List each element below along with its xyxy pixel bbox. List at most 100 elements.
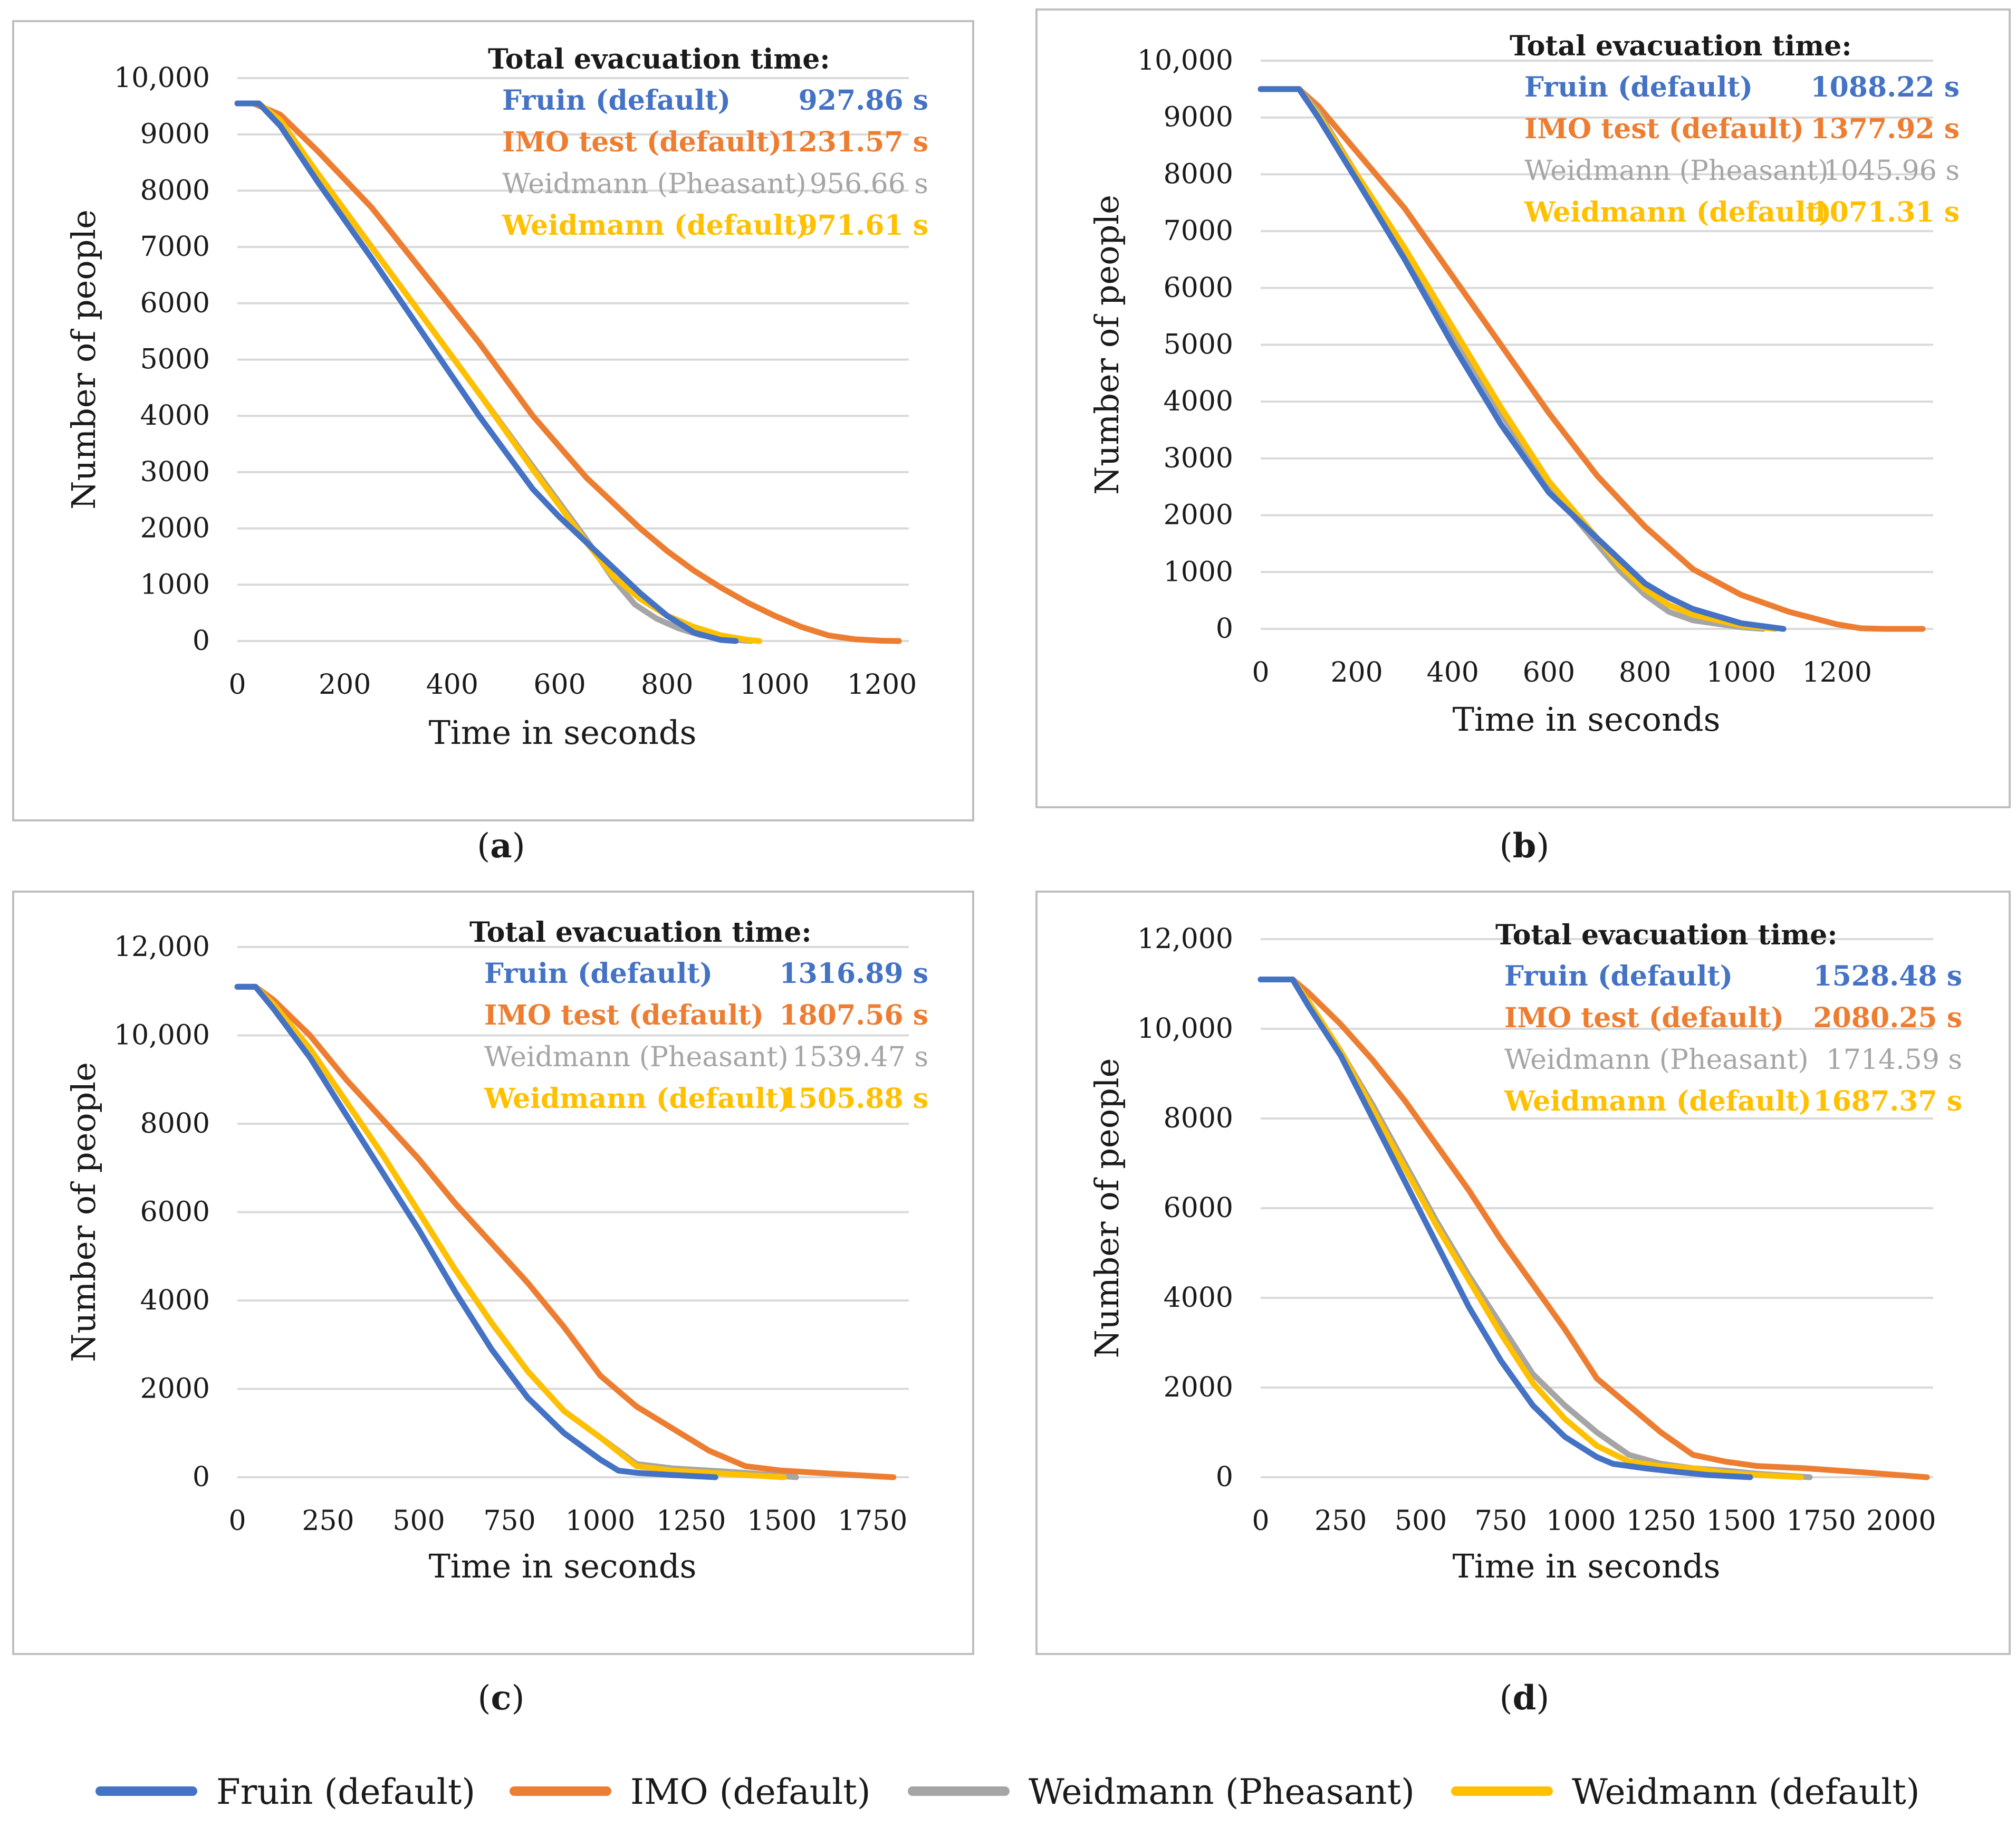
legend-label: IMO (default) <box>630 1772 870 1812</box>
annotation-value: 1045.96 s <box>1823 155 1960 187</box>
x-tick-label: 400 <box>1427 657 1479 689</box>
annotation-value: 1231.57 s <box>779 126 928 158</box>
series-line-imo-default <box>1257 977 1930 1480</box>
annotation-value: 971.61 s <box>799 209 928 242</box>
annotation-value: 1088.22 s <box>1810 71 1960 103</box>
y-tick-label: 3000 <box>1164 443 1233 474</box>
annotation-value: 1714.59 s <box>1826 1044 1962 1076</box>
annotation-value: 927.86 s <box>799 84 928 117</box>
y-tick-label: 0 <box>193 1461 210 1493</box>
y-axis-title: Number of people <box>64 1062 103 1362</box>
annotation-label: Weidmann (Pheasant) <box>502 168 807 200</box>
annotation-value: 956.66 s <box>810 168 928 200</box>
x-axis-title: Time in seconds <box>429 1547 697 1585</box>
annotation-value: 1807.56 s <box>779 999 928 1031</box>
x-tick-label: 200 <box>319 669 371 701</box>
x-tick-label: 250 <box>302 1505 354 1537</box>
x-tick-label: 250 <box>1314 1505 1367 1537</box>
y-tick-label: 2000 <box>1164 500 1233 531</box>
series-line-imo-default <box>234 100 902 644</box>
y-tick-label: 3000 <box>140 456 210 488</box>
y-axis-title: Number of people <box>1088 195 1126 495</box>
series-line-fruin-default <box>1257 86 1787 632</box>
x-tick-label: 500 <box>1395 1505 1447 1537</box>
y-tick-label: 6000 <box>1164 272 1233 304</box>
series-line-fruin-default <box>234 100 739 644</box>
series-line-fruin-default <box>234 983 718 1480</box>
legend-label: Weidmann (Pheasant) <box>1029 1772 1415 1812</box>
x-tick-label: 1250 <box>656 1505 726 1537</box>
y-axis-title: Number of people <box>1088 1058 1126 1359</box>
panel-caption: (d) <box>1500 1678 1550 1718</box>
panel-caption: (c) <box>478 1678 525 1718</box>
legend-item-weidmann: Weidmann (default) <box>1451 1772 1920 1812</box>
x-tick-label: 1200 <box>847 669 917 701</box>
x-tick-label: 200 <box>1331 657 1383 689</box>
y-tick-label: 2000 <box>140 1373 210 1405</box>
x-tick-label: 1250 <box>1626 1505 1696 1537</box>
annotation-label: Weidmann (default) <box>484 1083 791 1115</box>
y-tick-label: 1000 <box>140 569 210 600</box>
y-tick-label: 0 <box>1216 1461 1233 1493</box>
y-tick-label: 10,000 <box>1137 45 1233 77</box>
x-tick-label: 400 <box>426 669 478 701</box>
annotation-value: 1071.31 s <box>1810 196 1960 228</box>
y-tick-label: 2000 <box>1164 1372 1233 1403</box>
x-tick-label: 750 <box>1475 1505 1527 1537</box>
x-tick-label: 0 <box>1252 1505 1269 1537</box>
annotation-label: IMO test (default) <box>484 999 764 1031</box>
x-axis-title: Time in seconds <box>429 713 697 752</box>
x-tick-label: 800 <box>1619 657 1671 689</box>
series-line-imo-default <box>234 983 897 1480</box>
x-tick-label: 1000 <box>1546 1505 1616 1537</box>
x-tick-label: 1750 <box>1786 1505 1856 1537</box>
y-axis-title: Number of people <box>64 209 103 510</box>
x-tick-label: 1000 <box>1706 657 1776 689</box>
annotation-label: Fruin (default) <box>484 958 713 990</box>
annotation-title: Total evacuation time: <box>1510 30 1852 62</box>
x-tick-label: 1200 <box>1802 657 1872 689</box>
x-axis-title: Time in seconds <box>1453 1547 1721 1585</box>
annotation-label: Weidmann (default) <box>1524 196 1831 228</box>
y-tick-label: 8000 <box>1164 158 1233 190</box>
panel-caption-letter: a <box>490 826 512 866</box>
y-tick-label: 6000 <box>140 1197 210 1228</box>
series-line-imo-default <box>1257 86 1926 632</box>
y-tick-label: 8000 <box>1164 1103 1233 1134</box>
y-tick-label: 4000 <box>140 400 210 432</box>
chart-panel-d: 0 2000 4000 6000 8000 10,000 12,000 0 250 500 750 1… <box>1035 891 2011 1718</box>
panel-caption-letter: d <box>1513 1678 1537 1718</box>
legend-item-imo: IMO (default) <box>510 1772 870 1812</box>
annotation-value: 2080.25 s <box>1813 1002 1962 1034</box>
annotation-label: Weidmann (Pheasant) <box>484 1041 789 1073</box>
annotation-label: Fruin (default) <box>502 84 731 117</box>
x-tick-label: 600 <box>533 669 585 701</box>
x-tick-label: 0 <box>228 669 246 701</box>
x-axis-title: Time in seconds <box>1453 700 1721 739</box>
annotation-label: Fruin (default) <box>1524 71 1753 103</box>
y-tick-label: 10,000 <box>114 1020 210 1051</box>
annotation-value: 1505.88 s <box>779 1083 928 1115</box>
annotation-label: IMO test (default) <box>1524 113 1804 145</box>
y-tick-label: 4000 <box>140 1285 210 1316</box>
y-tick-label: 10,000 <box>114 62 210 94</box>
chart-frame <box>1035 8 2011 808</box>
panel-caption: (a) <box>477 826 525 866</box>
x-tick-label: 750 <box>483 1505 535 1537</box>
y-tick-label: 6000 <box>1164 1192 1233 1224</box>
y-tick-label: 9000 <box>140 119 210 150</box>
y-tick-label: 0 <box>1216 613 1233 645</box>
annotation-title: Total evacuation time: <box>488 43 830 75</box>
chart-frame <box>12 20 974 821</box>
chart-panels: 010002000300040005000600070008000900010,… <box>12 8 2011 1718</box>
annotation-value: 1316.89 s <box>779 958 928 990</box>
x-tick-label: 1000 <box>740 669 809 701</box>
y-tick-label: 8000 <box>140 1108 210 1140</box>
y-tick-label: 2000 <box>140 513 210 544</box>
annotation-label: Weidmann (Pheasant) <box>1504 1044 1809 1076</box>
y-tick-label: 6000 <box>140 288 210 319</box>
x-tick-label: 1500 <box>747 1505 817 1537</box>
annotation-value: 1539.47 s <box>792 1041 928 1073</box>
y-tick-label: 7000 <box>1164 215 1233 247</box>
